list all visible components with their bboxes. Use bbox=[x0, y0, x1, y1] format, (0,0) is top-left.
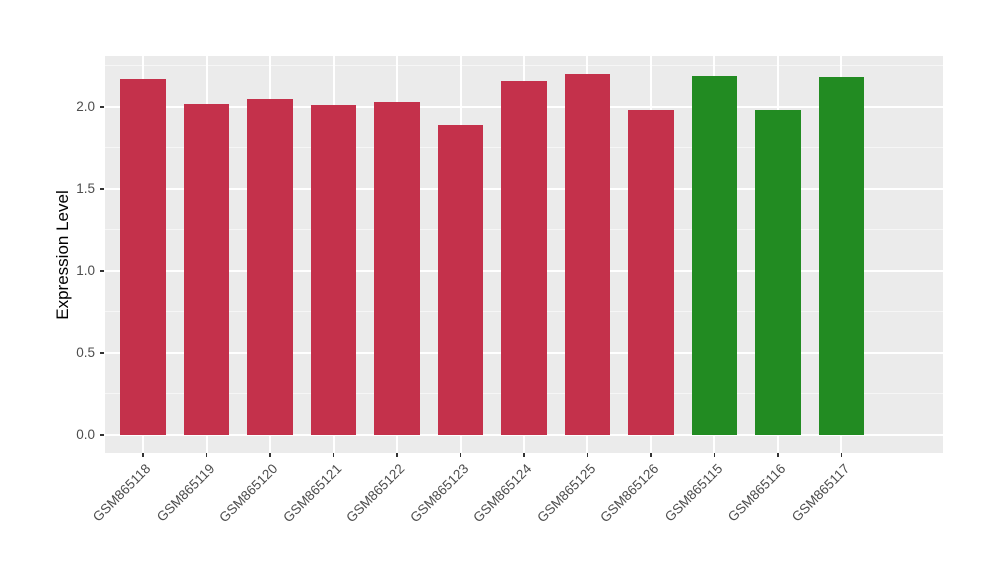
y-axis-title: Expression Level bbox=[53, 189, 72, 320]
y-tick bbox=[100, 352, 104, 354]
x-tick bbox=[713, 453, 716, 457]
y-tick bbox=[100, 188, 104, 190]
bar-GSM865118 bbox=[120, 78, 166, 435]
x-tick-label-GSM865124: GSM865124 bbox=[470, 461, 535, 526]
x-tick bbox=[523, 453, 525, 457]
x-tick-label-GSM865125: GSM865125 bbox=[533, 461, 599, 526]
y-tick-label: 2.0 bbox=[76, 98, 95, 114]
x-tick-label-GSM865123: GSM865123 bbox=[406, 461, 472, 526]
x-tick-label-GSM865118: GSM865118 bbox=[90, 461, 154, 525]
bar-GSM865115 bbox=[691, 75, 738, 435]
x-tick bbox=[586, 453, 589, 457]
y-tick-label: 0.5 bbox=[76, 344, 95, 360]
x-tick bbox=[459, 453, 462, 457]
bar-GSM865121 bbox=[310, 105, 357, 435]
x-tick bbox=[269, 453, 271, 457]
bar-GSM865122 bbox=[374, 101, 420, 435]
x-tick-label-GSM865116: GSM865116 bbox=[725, 461, 789, 525]
x-tick-label-GSM865120: GSM865120 bbox=[216, 461, 281, 526]
plot-panel bbox=[105, 56, 943, 453]
x-tick bbox=[840, 453, 843, 457]
x-tick-label-GSM865126: GSM865126 bbox=[597, 461, 662, 526]
x-tick-label-GSM865117: GSM865117 bbox=[788, 461, 853, 525]
y-tick bbox=[100, 434, 104, 436]
y-tick-label: 1.5 bbox=[76, 180, 95, 196]
bar-GSM865125 bbox=[564, 74, 611, 435]
bar-GSM865126 bbox=[628, 110, 674, 435]
x-tick bbox=[650, 453, 652, 457]
x-tick-label-GSM865122: GSM865122 bbox=[343, 461, 408, 526]
bar-GSM865123 bbox=[437, 124, 484, 435]
x-tick-label-GSM865119: GSM865119 bbox=[153, 461, 218, 525]
x-tick bbox=[396, 453, 398, 457]
bar-GSM865120 bbox=[247, 98, 293, 435]
bar-GSM865124 bbox=[501, 80, 547, 435]
y-tick bbox=[100, 106, 104, 108]
y-tick bbox=[100, 270, 104, 272]
x-tick bbox=[777, 453, 779, 457]
bar-GSM865116 bbox=[755, 110, 801, 435]
x-tick bbox=[142, 453, 144, 457]
bar-GSM865117 bbox=[818, 77, 865, 435]
bar-GSM865119 bbox=[183, 103, 230, 435]
y-tick-label: 1.0 bbox=[76, 262, 95, 278]
x-tick bbox=[205, 453, 208, 457]
x-tick-label-GSM865115: GSM865115 bbox=[661, 461, 726, 525]
y-tick-label: 0.0 bbox=[76, 426, 95, 442]
x-tick-label-GSM865121: GSM865121 bbox=[279, 461, 345, 526]
x-tick bbox=[332, 453, 335, 457]
